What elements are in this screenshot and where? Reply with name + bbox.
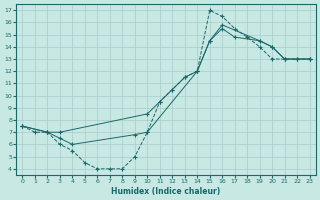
X-axis label: Humidex (Indice chaleur): Humidex (Indice chaleur) [111, 187, 221, 196]
